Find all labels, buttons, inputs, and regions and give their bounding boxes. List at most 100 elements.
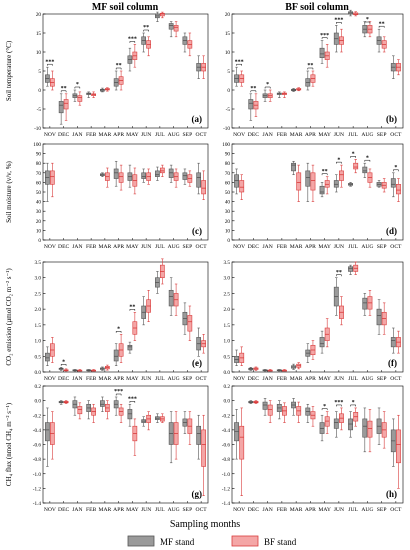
x-tick-label: MAR: [290, 132, 303, 138]
sig-label: ***: [128, 396, 137, 402]
sig-label: **: [116, 63, 122, 69]
bf-box: [296, 172, 302, 191]
mf-box: [168, 23, 174, 30]
sig-label: **: [250, 86, 256, 92]
x-tick-label: JAN: [262, 132, 272, 138]
x-tick-label: DEC: [58, 376, 69, 382]
x-tick-label: APR: [113, 376, 124, 382]
mf-box: [390, 178, 396, 188]
x-tick-label: AUG: [168, 507, 180, 513]
plot-frame: [42, 385, 209, 504]
y-tick-label: 60: [225, 180, 231, 186]
x-tick-label: OCT: [196, 244, 208, 250]
sig-label: **: [322, 169, 328, 175]
x-tick-label: NOV: [233, 132, 245, 138]
sig-bracket: [115, 331, 122, 333]
mf-box: [362, 418, 368, 438]
panel-c: 0 10 20 30 40 50 60 70 80 90 100 Soil moisture (v/v…: [5, 142, 209, 250]
y-tick-label: 0: [227, 88, 230, 94]
y-tick-label: -1.4: [222, 501, 231, 507]
sig-bracket: [264, 86, 271, 89]
panel-h: -1.4 -1.2 -1.0 -0.8 -0.6 -0.4 -0.2 0.0 0.2 NOV DEC…: [222, 384, 404, 513]
y-tick-label: 0.5: [224, 354, 231, 360]
legend-label-mf: MF stand: [160, 537, 195, 547]
bf-box: [201, 180, 206, 195]
y-tick-label: 50: [225, 190, 231, 196]
mf-box: [333, 418, 339, 429]
panel-g: -1.4 -1.2 -1.0 -0.8 -0.6 -0.4 -0.2 0.0 0.2 CH₄ fl…: [5, 384, 209, 513]
sig-label: **: [336, 270, 342, 276]
sig-bracket: [115, 67, 122, 70]
x-tick-label: APR: [113, 244, 124, 250]
y-tick-label: 20: [36, 219, 42, 225]
bf-box: [339, 170, 344, 181]
sig-label: *: [337, 157, 340, 163]
y-tick-label: 2.0: [224, 307, 231, 313]
sig-label: ***: [320, 33, 329, 39]
mf-box: [182, 172, 188, 180]
x-tick-label: APR: [305, 244, 316, 250]
x-tick-label: JAN: [72, 376, 82, 382]
sig-label: *: [352, 400, 355, 406]
sig-label: **: [379, 21, 385, 27]
sig-bracket: [364, 159, 371, 162]
mf-box: [234, 174, 239, 188]
x-tick-label: JUL: [348, 507, 358, 513]
x-tick-label: DEC: [248, 376, 259, 382]
y-tick-label: 80: [36, 161, 42, 167]
y-tick-label: 100: [222, 142, 230, 148]
mf-box: [58, 101, 64, 114]
x-tick-label: NOV: [44, 376, 56, 382]
bf-box: [77, 406, 83, 415]
x-tick-label: JUN: [334, 376, 344, 382]
y-tick-label: 80: [225, 161, 231, 167]
mf-box: [196, 425, 202, 445]
x-tick-label: AUG: [361, 132, 373, 138]
sig-bracket: [129, 401, 136, 403]
bf-box: [353, 162, 359, 170]
y-tick-label: 90: [225, 152, 231, 158]
y-tick-label: 0.2: [224, 384, 231, 390]
y-tick-label: 50: [36, 190, 42, 196]
mf-box: [113, 349, 119, 362]
y-tick-label: 1.5: [35, 323, 42, 329]
sig-label: *: [76, 82, 79, 88]
mf-box: [305, 170, 311, 187]
sig-label: **: [307, 63, 313, 69]
x-tick-label: DEC: [248, 507, 259, 513]
sig-bracket: [350, 156, 356, 158]
x-tick-label: JUL: [155, 376, 165, 382]
bf-box: [159, 12, 165, 17]
y-axis-label: CO₂ emission (µmol CO₂ m⁻² s⁻¹): [5, 268, 13, 366]
x-tick-label: FEB: [86, 244, 97, 250]
y-tick-label: 10: [36, 50, 42, 56]
y-tick-label: 10: [225, 50, 231, 56]
x-tick-label: SEP: [377, 244, 387, 250]
panel-label: (f): [388, 358, 397, 368]
sig-bracket: [336, 274, 342, 277]
y-tick-label: -0.4: [222, 428, 231, 434]
sig-bracket: [336, 404, 342, 407]
plot-frame: [42, 261, 209, 373]
y-tick-label: 10: [225, 228, 231, 234]
sig-bracket: [74, 86, 81, 89]
x-tick-label: OCT: [196, 132, 208, 138]
x-tick-label: JUN: [334, 132, 344, 138]
y-tick-label: 20: [225, 219, 231, 225]
sig-bracket: [307, 67, 314, 70]
x-tick-label: JUL: [348, 132, 358, 138]
x-tick-label: FEB: [86, 376, 97, 382]
x-tick-label: APR: [113, 507, 124, 513]
sig-bracket: [60, 90, 67, 93]
x-tick-label: MAY: [318, 132, 331, 138]
column-title-mf: MF soil column: [92, 2, 159, 13]
x-tick-label: MAY: [126, 376, 139, 382]
sig-bracket: [336, 22, 342, 24]
y-tick-label: -1.0: [222, 472, 231, 478]
sig-bracket: [321, 37, 328, 40]
y-tick-label: 0.5: [35, 354, 42, 360]
y-tick-label: 30: [225, 209, 231, 215]
sig-label: *: [323, 404, 326, 410]
